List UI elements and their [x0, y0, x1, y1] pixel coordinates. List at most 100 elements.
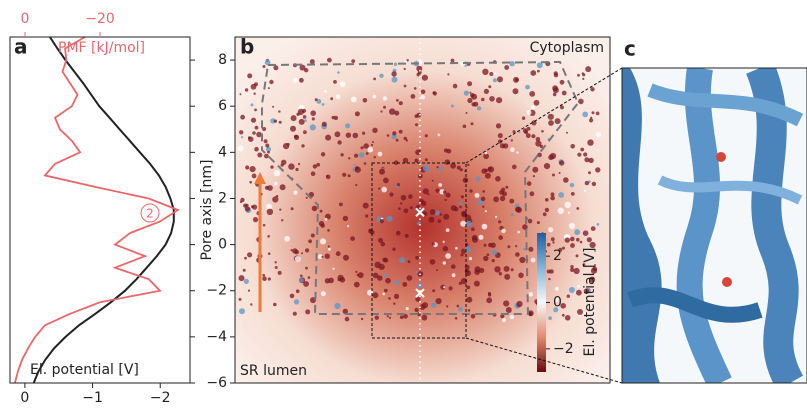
- texture-dot: [248, 136, 254, 142]
- texture-dot: [509, 61, 515, 67]
- texture-dot: [317, 254, 323, 260]
- texture-dot: [450, 205, 457, 211]
- x-tick-label: −2: [150, 390, 171, 406]
- texture-dot: [420, 95, 426, 100]
- y-tick-label: 2: [218, 190, 227, 206]
- texture-dot: [403, 67, 406, 71]
- texture-dot: [302, 108, 307, 113]
- texture-dot: [562, 246, 565, 250]
- texture-dot: [577, 73, 580, 77]
- texture-dot: [445, 253, 451, 259]
- texture-dot: [589, 276, 596, 283]
- texture-dot: [492, 78, 497, 83]
- texture-dot: [522, 128, 528, 134]
- texture-dot: [262, 273, 266, 277]
- texture-dot: [398, 129, 403, 134]
- texture-dot: [436, 166, 439, 169]
- texture-dot: [500, 314, 505, 319]
- texture-dot: [303, 130, 307, 135]
- texture-dot: [335, 251, 341, 257]
- texture-dot: [499, 143, 506, 149]
- texture-dot: [484, 172, 491, 179]
- texture-dot: [460, 195, 464, 199]
- texture-dot: [584, 180, 590, 186]
- panel-b: −6 −4 −2 0 2 4 6 8 Pore axis [nm] Cytoplasm SR lum…: [199, 35, 611, 391]
- texture-dot: [324, 217, 328, 221]
- region-label: Cytoplasm: [530, 40, 604, 56]
- texture-dot: [292, 311, 297, 316]
- texture-dot: [415, 296, 421, 302]
- texture-dot: [392, 247, 396, 251]
- texture-dot: [589, 241, 596, 249]
- texture-dot: [459, 168, 463, 172]
- panel-label: a: [14, 35, 28, 59]
- texture-dot: [567, 211, 571, 214]
- texture-dot: [423, 165, 430, 172]
- texture-dot: [333, 115, 339, 121]
- texture-dot: [406, 59, 409, 62]
- texture-dot: [483, 243, 487, 247]
- texture-dot: [355, 270, 358, 273]
- texture-dot: [334, 131, 341, 138]
- texture-dot: [583, 288, 590, 295]
- texture-dot: [404, 233, 409, 238]
- texture-dot: [482, 205, 485, 208]
- texture-dot: [256, 131, 262, 138]
- texture-dot: [405, 307, 409, 311]
- texture-dot: [554, 297, 560, 302]
- texture-dot: [595, 167, 601, 173]
- texture-dot: [484, 168, 489, 173]
- texture-dot: [393, 62, 398, 66]
- texture-dot: [589, 118, 594, 123]
- texture-dot: [497, 139, 503, 144]
- texture-dot: [324, 253, 330, 259]
- texture-dot: [389, 192, 394, 197]
- texture-dot: [576, 207, 580, 210]
- texture-dot: [352, 132, 359, 139]
- texture-dot: [396, 99, 399, 102]
- texture-dot: [347, 225, 350, 228]
- texture-dot: [560, 105, 564, 110]
- texture-dot: [421, 314, 428, 321]
- marker: [415, 288, 425, 298]
- texture-dot: [529, 91, 536, 97]
- texture-dot: [590, 116, 593, 119]
- texture-dot: [383, 105, 386, 109]
- texture-dot: [488, 85, 492, 89]
- texture-dot: [573, 267, 580, 275]
- texture-dot: [494, 266, 501, 273]
- texture-dot: [465, 220, 472, 227]
- texture-dot: [421, 200, 427, 207]
- texture-dot: [250, 83, 257, 90]
- texture-dot: [564, 237, 570, 243]
- texture-dot: [311, 117, 315, 121]
- texture-dot: [498, 272, 502, 276]
- texture-dot: [553, 71, 558, 76]
- texture-dot: [403, 84, 407, 88]
- texture-dot: [582, 230, 589, 236]
- texture-dot: [382, 96, 388, 101]
- texture-dot: [319, 209, 323, 213]
- texture-dot: [250, 303, 253, 306]
- texture-dot: [275, 195, 279, 198]
- axis-label: PMF [kJ/mol]: [58, 40, 145, 56]
- texture-dot: [476, 106, 482, 111]
- texture-dot: [305, 266, 308, 270]
- texture-dot: [310, 171, 316, 176]
- texture-dot: [454, 317, 458, 320]
- texture-dot: [595, 111, 600, 116]
- texture-dot: [483, 255, 489, 262]
- texture-dot: [501, 228, 506, 234]
- texture-dot: [415, 123, 418, 127]
- texture-dot: [509, 198, 515, 204]
- texture-dot: [512, 88, 519, 95]
- texture-dot: [299, 77, 304, 83]
- texture-dot: [254, 108, 257, 112]
- texture-dot: [264, 153, 269, 159]
- texture-dot: [451, 264, 456, 269]
- texture-dot: [347, 174, 351, 178]
- texture-dot: [529, 191, 535, 197]
- texture-dot: [428, 216, 435, 223]
- texture-dot: [546, 242, 551, 247]
